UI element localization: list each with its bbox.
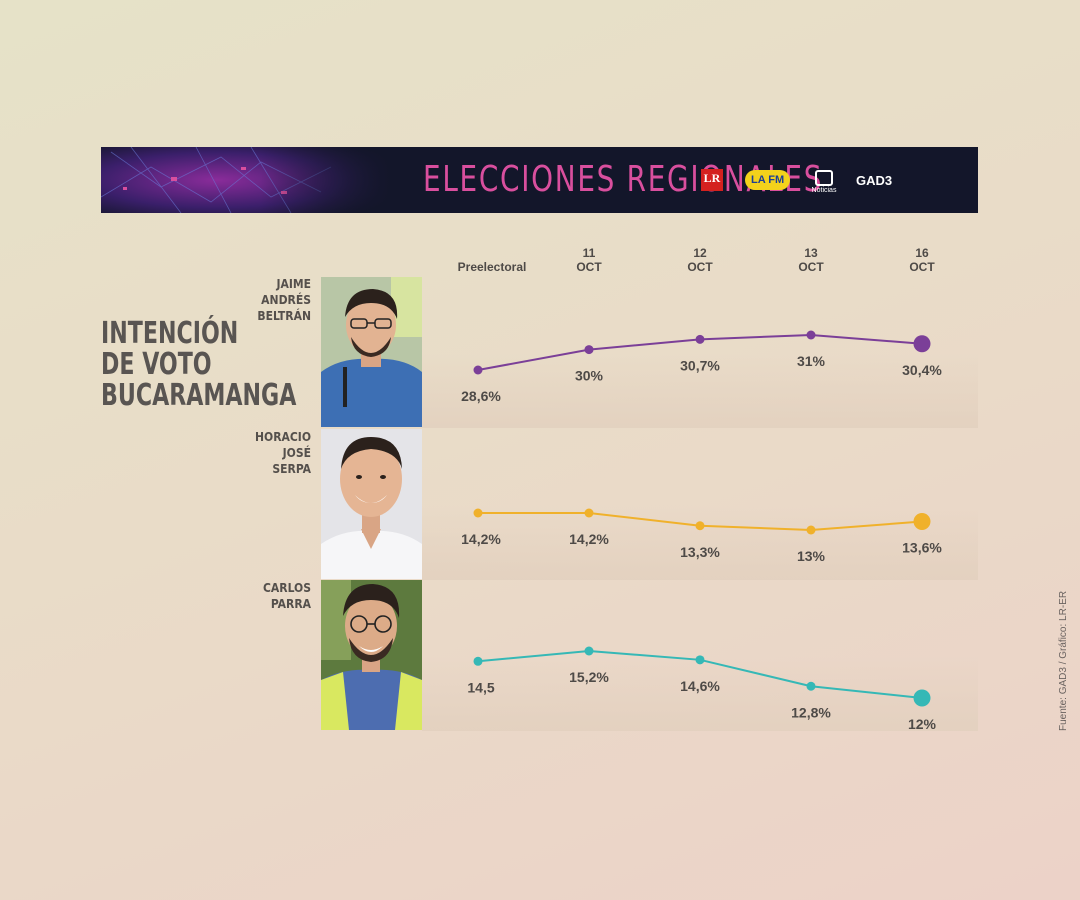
column-header-16-oct: 16 OCT — [877, 246, 967, 274]
data-point — [913, 335, 931, 353]
data-point — [584, 508, 594, 518]
portrait-jaime-andres-beltran — [321, 277, 422, 427]
data-label: 30% — [575, 368, 604, 384]
data-label: 13% — [797, 548, 826, 564]
name-line: ANDRÉS — [261, 293, 311, 307]
candidate-name-parra: CARLOS PARRA — [231, 580, 311, 612]
data-point — [695, 521, 705, 531]
data-label: 31% — [797, 353, 826, 369]
data-label: 14,2% — [569, 531, 609, 547]
data-label: 13,3% — [680, 544, 720, 560]
data-label: 30,4% — [902, 362, 942, 378]
data-label: 12,8% — [791, 704, 831, 720]
candidate-name-serpa: HORACIO JOSÉ SERPA — [231, 429, 311, 477]
data-label: 14,5 — [467, 679, 494, 695]
column-header-13-oct: 13 OCT — [766, 246, 856, 274]
portrait-carlos-parra — [321, 580, 422, 730]
column-header-month: OCT — [909, 260, 935, 274]
chart-title-line-3: BUCARAMANGA — [101, 378, 297, 413]
chart-title-line-1: INTENCIÓN — [101, 316, 239, 351]
column-header-month: OCT — [687, 260, 713, 274]
name-line: JOSÉ — [282, 446, 311, 460]
candidate-name-beltran: JAIME ANDRÉS BELTRÁN — [231, 276, 311, 324]
column-header-day: 16 — [915, 246, 929, 260]
column-header-month: OCT — [576, 260, 602, 274]
data-point — [806, 330, 816, 340]
noticias-icon — [815, 170, 833, 186]
data-point — [473, 508, 483, 518]
row-band-serpa — [422, 505, 978, 580]
name-line: HORACIO — [255, 430, 311, 444]
data-label: 28,6% — [461, 388, 501, 404]
data-point — [695, 655, 705, 665]
name-line: CARLOS — [263, 581, 311, 595]
column-header-month: OCT — [798, 260, 824, 274]
noticias-logo: Noticias — [809, 170, 839, 194]
data-point — [913, 689, 931, 707]
name-line: SERPA — [272, 462, 311, 476]
column-header-preelectoral: Preelectoral — [447, 260, 537, 274]
data-label: 14,6% — [680, 678, 720, 694]
data-label: 13,6% — [902, 540, 942, 556]
name-line: BELTRÁN — [257, 309, 311, 323]
data-point — [473, 365, 483, 375]
column-header-12-oct: 12 OCT — [655, 246, 745, 274]
name-line: JAIME — [276, 277, 311, 291]
data-point — [473, 656, 483, 666]
data-label: 12% — [908, 716, 937, 732]
noticias-label: Noticias — [811, 187, 837, 194]
column-header-11-oct: 11 OCT — [544, 246, 634, 274]
row-band-beltran — [422, 353, 978, 428]
chart-title: INTENCIÓN DE VOTO BUCARAMANGA — [101, 316, 297, 413]
data-point — [806, 681, 816, 691]
data-label: 14,2% — [461, 531, 501, 547]
source-credit: Fuente: GAD3 / Gráfico: LR-ER — [1058, 590, 1069, 731]
data-point — [584, 345, 594, 355]
data-point — [806, 525, 816, 535]
lr-logo: LR — [701, 169, 723, 191]
la-fm-logo: LA FM — [745, 170, 791, 190]
portrait-horacio-jose-serpa — [321, 429, 422, 579]
data-label: 15,2% — [569, 669, 609, 685]
column-header-day: 11 — [582, 246, 596, 260]
data-label: 30,7% — [680, 357, 720, 373]
data-point — [584, 646, 594, 656]
data-point — [913, 513, 931, 530]
header-banner: ELECCIONES REGIONALES — [101, 147, 978, 213]
name-line: PARRA — [270, 597, 311, 611]
banner-graphic — [101, 147, 391, 213]
gad3-logo: GAD3 — [856, 173, 893, 188]
chart-title-line-2: DE VOTO — [101, 347, 212, 382]
column-header-day: 13 — [804, 246, 818, 260]
data-point — [695, 334, 705, 344]
column-header-label: Preelectoral — [457, 260, 527, 274]
column-header-day: 12 — [693, 246, 707, 260]
